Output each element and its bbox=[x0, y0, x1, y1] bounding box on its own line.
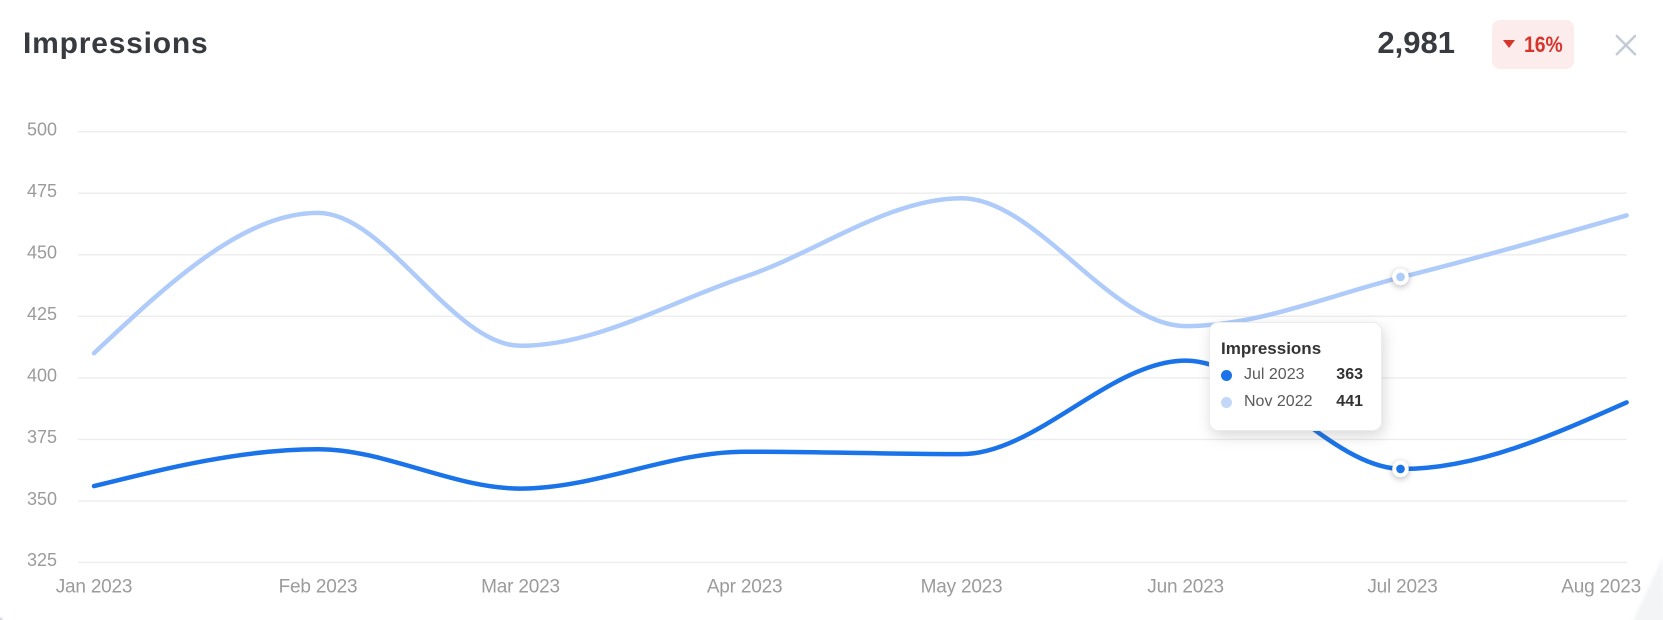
svg-text:375: 375 bbox=[27, 427, 57, 447]
svg-text:475: 475 bbox=[27, 181, 57, 201]
svg-text:Jan 2023: Jan 2023 bbox=[56, 577, 133, 598]
svg-text:Aug 2023: Aug 2023 bbox=[1561, 577, 1641, 598]
svg-text:450: 450 bbox=[27, 243, 57, 263]
svg-text:350: 350 bbox=[27, 489, 57, 509]
svg-text:Jul 2023: Jul 2023 bbox=[1367, 577, 1437, 598]
svg-text:425: 425 bbox=[27, 304, 57, 324]
svg-text:400: 400 bbox=[27, 366, 57, 386]
svg-text:Jun 2023: Jun 2023 bbox=[1147, 577, 1224, 598]
svg-text:325: 325 bbox=[27, 550, 57, 570]
svg-text:May 2023: May 2023 bbox=[921, 577, 1003, 598]
svg-text:Mar 2023: Mar 2023 bbox=[481, 577, 560, 598]
svg-text:Apr 2023: Apr 2023 bbox=[707, 577, 783, 598]
svg-text:500: 500 bbox=[27, 120, 57, 140]
svg-text:Feb 2023: Feb 2023 bbox=[279, 577, 358, 598]
